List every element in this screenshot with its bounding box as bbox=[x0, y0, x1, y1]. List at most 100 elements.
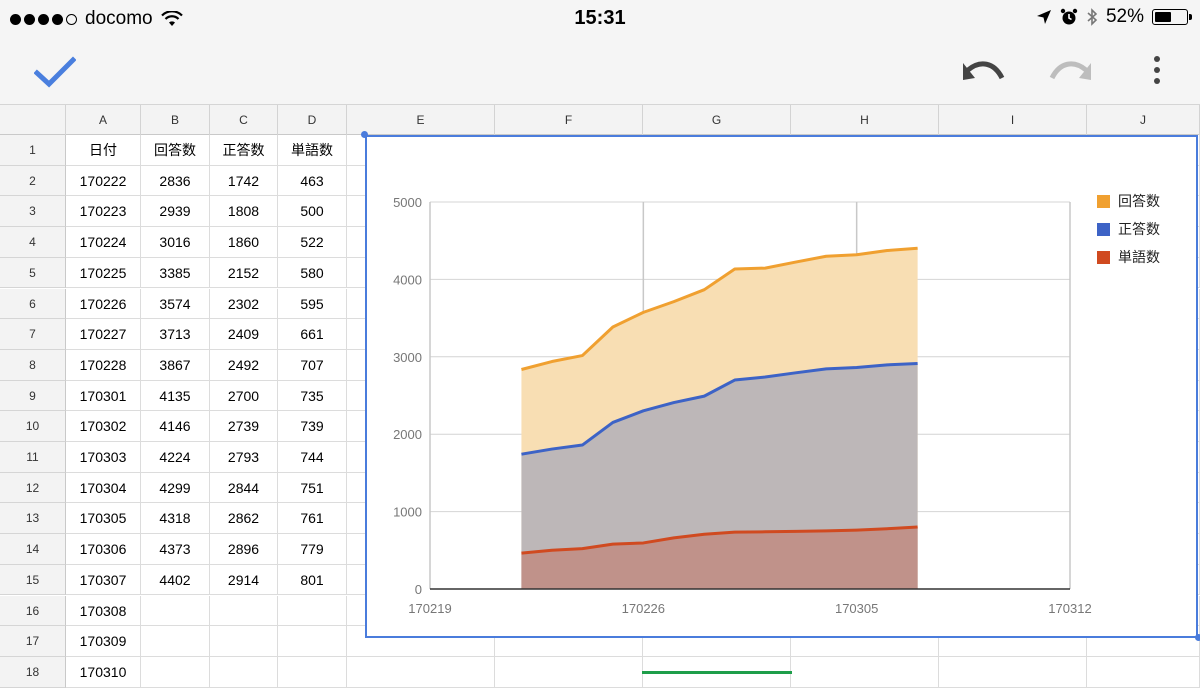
row-header-7[interactable]: 7 bbox=[0, 319, 66, 350]
cell-d15[interactable]: 801 bbox=[278, 564, 347, 596]
cell-b3[interactable]: 2939 bbox=[141, 196, 210, 228]
cell-e18[interactable] bbox=[347, 656, 495, 688]
cell-c8[interactable]: 2492 bbox=[210, 349, 278, 381]
cell-c6[interactable]: 2302 bbox=[210, 288, 278, 320]
select-all-corner[interactable] bbox=[0, 105, 66, 135]
row-header-1[interactable]: 1 bbox=[0, 135, 66, 166]
cell-d17[interactable] bbox=[278, 626, 347, 657]
row-header-15[interactable]: 15 bbox=[0, 564, 66, 596]
done-button[interactable] bbox=[33, 56, 77, 93]
cell-a16[interactable]: 170308 bbox=[66, 595, 141, 627]
row-header-2[interactable]: 2 bbox=[0, 165, 66, 197]
cell-a14[interactable]: 170306 bbox=[66, 534, 141, 565]
cell-d4[interactable]: 522 bbox=[278, 227, 347, 258]
cell-b18[interactable] bbox=[141, 656, 210, 688]
column-header-d[interactable]: D bbox=[278, 105, 347, 135]
cell-c18[interactable] bbox=[210, 656, 278, 688]
cell-c15[interactable]: 2914 bbox=[210, 564, 278, 596]
cell-d7[interactable]: 661 bbox=[278, 319, 347, 350]
column-header-b[interactable]: B bbox=[141, 105, 210, 135]
cell-f18[interactable] bbox=[495, 656, 643, 688]
row-header-12[interactable]: 12 bbox=[0, 472, 66, 504]
cell-a1[interactable]: 日付 bbox=[66, 135, 141, 166]
cell-a4[interactable]: 170224 bbox=[66, 227, 141, 258]
cell-a9[interactable]: 170301 bbox=[66, 380, 141, 412]
cell-d13[interactable]: 761 bbox=[278, 503, 347, 535]
cell-a11[interactable]: 170303 bbox=[66, 442, 141, 473]
cell-a2[interactable]: 170222 bbox=[66, 165, 141, 197]
cell-a7[interactable]: 170227 bbox=[66, 319, 141, 350]
cell-c14[interactable]: 2896 bbox=[210, 534, 278, 565]
row-header-9[interactable]: 9 bbox=[0, 380, 66, 412]
cell-d12[interactable]: 751 bbox=[278, 472, 347, 504]
row-header-6[interactable]: 6 bbox=[0, 288, 66, 320]
cell-c5[interactable]: 2152 bbox=[210, 257, 278, 289]
redo-button[interactable] bbox=[1048, 58, 1092, 89]
cell-b10[interactable]: 4146 bbox=[141, 411, 210, 442]
cell-c10[interactable]: 2739 bbox=[210, 411, 278, 442]
cell-d5[interactable]: 580 bbox=[278, 257, 347, 289]
cell-c17[interactable] bbox=[210, 626, 278, 657]
cell-b9[interactable]: 4135 bbox=[141, 380, 210, 412]
row-header-16[interactable]: 16 bbox=[0, 595, 66, 627]
cell-a15[interactable]: 170307 bbox=[66, 564, 141, 596]
cell-d9[interactable]: 735 bbox=[278, 380, 347, 412]
cell-d6[interactable]: 595 bbox=[278, 288, 347, 320]
cell-b5[interactable]: 3385 bbox=[141, 257, 210, 289]
column-header-g[interactable]: G bbox=[643, 105, 791, 135]
cell-c3[interactable]: 1808 bbox=[210, 196, 278, 228]
column-header-f[interactable]: F bbox=[495, 105, 643, 135]
row-header-10[interactable]: 10 bbox=[0, 411, 66, 442]
cell-d2[interactable]: 463 bbox=[278, 165, 347, 197]
cell-c11[interactable]: 2793 bbox=[210, 442, 278, 473]
cell-d18[interactable] bbox=[278, 656, 347, 688]
row-header-5[interactable]: 5 bbox=[0, 257, 66, 289]
cell-b4[interactable]: 3016 bbox=[141, 227, 210, 258]
cell-d8[interactable]: 707 bbox=[278, 349, 347, 381]
chart-resize-handle-bottom-right[interactable] bbox=[1195, 634, 1200, 641]
cell-d10[interactable]: 739 bbox=[278, 411, 347, 442]
column-header-e[interactable]: E bbox=[347, 105, 495, 135]
chart-resize-handle-top-left[interactable] bbox=[361, 131, 368, 138]
row-header-18[interactable]: 18 bbox=[0, 656, 66, 688]
cell-b11[interactable]: 4224 bbox=[141, 442, 210, 473]
column-header-a[interactable]: A bbox=[66, 105, 141, 135]
cell-c13[interactable]: 2862 bbox=[210, 503, 278, 535]
cell-b14[interactable]: 4373 bbox=[141, 534, 210, 565]
cell-c1[interactable]: 正答数 bbox=[210, 135, 278, 166]
row-header-4[interactable]: 4 bbox=[0, 227, 66, 258]
row-header-8[interactable]: 8 bbox=[0, 349, 66, 381]
cell-b6[interactable]: 3574 bbox=[141, 288, 210, 320]
cell-c12[interactable]: 2844 bbox=[210, 472, 278, 504]
cell-h18[interactable] bbox=[791, 656, 939, 688]
cell-d3[interactable]: 500 bbox=[278, 196, 347, 228]
column-header-i[interactable]: I bbox=[939, 105, 1087, 135]
cell-d1[interactable]: 単語数 bbox=[278, 135, 347, 166]
cell-i18[interactable] bbox=[939, 656, 1087, 688]
cell-a10[interactable]: 170302 bbox=[66, 411, 141, 442]
column-header-c[interactable]: C bbox=[210, 105, 278, 135]
cell-d16[interactable] bbox=[278, 595, 347, 627]
cell-a5[interactable]: 170225 bbox=[66, 257, 141, 289]
undo-button[interactable] bbox=[962, 58, 1006, 89]
row-header-17[interactable]: 17 bbox=[0, 626, 66, 657]
cell-a3[interactable]: 170223 bbox=[66, 196, 141, 228]
cell-c9[interactable]: 2700 bbox=[210, 380, 278, 412]
row-header-13[interactable]: 13 bbox=[0, 503, 66, 535]
cell-c4[interactable]: 1860 bbox=[210, 227, 278, 258]
cell-a18[interactable]: 170310 bbox=[66, 656, 141, 688]
cell-c2[interactable]: 1742 bbox=[210, 165, 278, 197]
cell-b2[interactable]: 2836 bbox=[141, 165, 210, 197]
column-header-h[interactable]: H bbox=[791, 105, 939, 135]
row-header-11[interactable]: 11 bbox=[0, 442, 66, 473]
cell-b8[interactable]: 3867 bbox=[141, 349, 210, 381]
cell-a17[interactable]: 170309 bbox=[66, 626, 141, 657]
cell-a8[interactable]: 170228 bbox=[66, 349, 141, 381]
cell-b7[interactable]: 3713 bbox=[141, 319, 210, 350]
cell-b1[interactable]: 回答数 bbox=[141, 135, 210, 166]
cell-a12[interactable]: 170304 bbox=[66, 472, 141, 504]
cell-d14[interactable]: 779 bbox=[278, 534, 347, 565]
cell-b15[interactable]: 4402 bbox=[141, 564, 210, 596]
cell-b12[interactable]: 4299 bbox=[141, 472, 210, 504]
row-header-3[interactable]: 3 bbox=[0, 196, 66, 228]
